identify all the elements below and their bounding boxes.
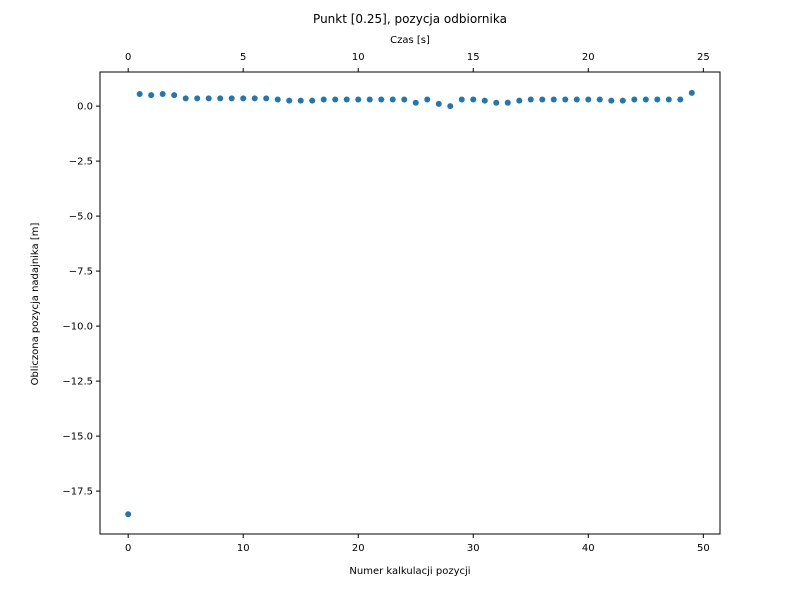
y-tick-label: −2.5 (69, 157, 93, 168)
data-point (493, 99, 500, 106)
data-point (125, 511, 132, 518)
y-tick-label: 0.0 (77, 102, 93, 113)
y-tick-label: −17.5 (62, 487, 93, 498)
data-point (389, 96, 396, 103)
data-point (527, 96, 534, 103)
data-point (619, 97, 626, 104)
y-ticks: 0.0 −2.5 −5.0 −7.5 −10.0 −12.5 −15.0 −17.5 (62, 102, 100, 498)
plot-frame (99, 71, 721, 535)
data-point (159, 91, 166, 97)
data-point (297, 97, 304, 104)
data-point (631, 96, 638, 103)
data-point (665, 96, 672, 103)
data-point (585, 96, 592, 103)
top-x-tick-label: 10 (352, 52, 365, 63)
data-point (654, 96, 661, 103)
data-point (320, 96, 327, 103)
x-axis-label: Numer kalkulacji pozycji (349, 566, 470, 577)
data-point (516, 97, 523, 104)
data-point (343, 96, 350, 103)
data-point (263, 95, 270, 102)
data-point (596, 96, 603, 103)
top-x-tick-label: 20 (582, 52, 595, 63)
data-point (562, 96, 569, 103)
data-point (688, 89, 695, 96)
data-point (435, 100, 442, 107)
data-point (642, 96, 649, 103)
data-point (677, 96, 684, 103)
x-tick-label: 20 (352, 543, 365, 554)
top-x-tick-label: 0 (125, 52, 131, 63)
data-point (182, 95, 189, 102)
y-tick-label: −5.0 (69, 212, 93, 223)
chart-title: Punkt [0.25], pozycja odbiornika (313, 12, 507, 26)
x-tick-label: 10 (237, 543, 250, 554)
y-tick-label: −10.0 (62, 322, 93, 333)
data-point (240, 95, 247, 102)
data-point (332, 96, 339, 103)
top-x-axis-label: Czas [s] (390, 35, 430, 46)
top-x-tick-label: 15 (467, 52, 480, 63)
y-axis-label: Obliczona pozycja nadajnika [m] (30, 223, 41, 386)
data-point (447, 103, 454, 110)
x-tick-label: 50 (697, 543, 710, 554)
data-point (228, 95, 235, 102)
data-point (355, 96, 362, 103)
data-point (378, 96, 385, 103)
data-point (274, 96, 281, 103)
data-point (539, 96, 546, 103)
data-point (424, 96, 431, 103)
data-point (550, 96, 557, 103)
data-point (194, 95, 201, 102)
data-point (205, 95, 212, 102)
data-point (573, 96, 580, 103)
top-x-tick-label: 5 (240, 52, 246, 63)
data-points (125, 89, 695, 518)
data-point (470, 96, 477, 103)
data-point (366, 96, 373, 103)
data-point (217, 95, 224, 102)
data-point (148, 92, 155, 99)
data-point (504, 99, 511, 106)
x-tick-label: 30 (467, 543, 480, 554)
y-tick-label: −12.5 (62, 377, 93, 388)
top-x-ticks: 0 5 10 15 20 25 (125, 52, 710, 72)
x-tick-label: 40 (582, 543, 595, 554)
data-point (458, 96, 465, 103)
data-point (401, 96, 408, 103)
data-point (136, 91, 143, 97)
data-point (251, 95, 258, 102)
data-point (171, 92, 178, 99)
bottom-x-ticks: 0 10 20 30 40 50 (125, 534, 710, 554)
data-point (309, 97, 316, 104)
data-point (412, 99, 419, 106)
x-tick-label: 0 (125, 543, 131, 554)
data-point (608, 97, 615, 104)
y-tick-label: −15.0 (62, 432, 93, 443)
data-point (481, 97, 488, 104)
top-x-tick-label: 25 (697, 52, 710, 63)
data-point (286, 97, 293, 104)
y-tick-label: −7.5 (69, 267, 93, 278)
